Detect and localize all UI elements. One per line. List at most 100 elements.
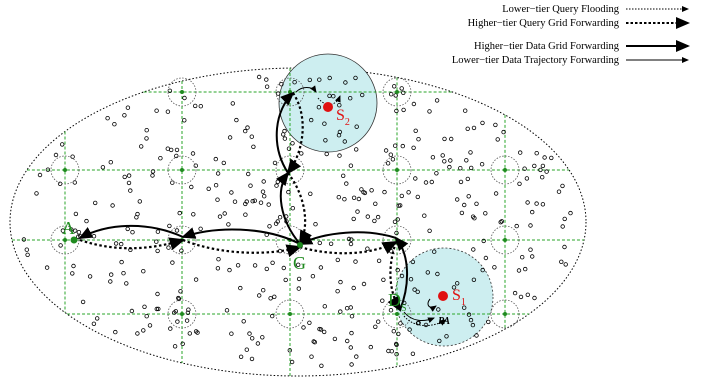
- data-path-g-to-a-2: [181, 227, 301, 245]
- sensor-node: [141, 269, 146, 274]
- grid-crossing-region: [275, 77, 305, 107]
- sensor-node: [193, 329, 199, 334]
- sensor-node: [324, 151, 329, 157]
- sensor-node: [563, 262, 568, 267]
- sensor-node: [427, 109, 432, 114]
- sensor-node: [518, 150, 523, 155]
- sensor-node: [449, 136, 454, 142]
- sensor-node: [299, 151, 304, 156]
- sensor-node: [479, 161, 485, 167]
- sensor-node: [349, 362, 354, 367]
- sensor-node: [474, 333, 479, 338]
- sensor-node: [538, 167, 543, 173]
- sensor-node: [58, 243, 63, 248]
- sensor-node: [523, 266, 528, 272]
- sensor-node: [348, 241, 354, 247]
- query-path-a-to-g-2: [182, 238, 303, 258]
- sensor-node: [165, 146, 170, 151]
- sensor-node: [71, 263, 76, 269]
- sensor-node: [134, 215, 139, 220]
- sensor-node: [91, 321, 97, 326]
- sensor-node: [442, 136, 447, 142]
- dissemination-node: [503, 168, 507, 172]
- grid-crossing-region: [167, 225, 197, 255]
- sensor-node: [437, 338, 442, 344]
- sensor-node: [542, 155, 547, 160]
- sensor-node: [544, 169, 549, 174]
- sensor-node: [351, 195, 357, 200]
- sensor-node: [493, 191, 499, 196]
- sensor-node: [498, 219, 503, 225]
- sensor-node: [356, 196, 362, 202]
- trajectory-path-s1-a: [427, 298, 437, 312]
- sensor-node: [493, 122, 498, 128]
- sensor-node: [349, 330, 354, 336]
- sensor-node: [257, 293, 262, 298]
- sensor-node: [396, 203, 401, 208]
- sensor-node: [125, 105, 131, 110]
- sensor-node: [530, 254, 535, 259]
- sensor-node: [341, 173, 346, 178]
- sensor-node: [317, 240, 322, 246]
- sensor-node: [434, 171, 439, 176]
- sensor-node: [560, 183, 565, 189]
- dissemination-node: [180, 168, 184, 172]
- sensor-node: [354, 124, 359, 129]
- sensor-node: [108, 159, 113, 165]
- sensor-node: [310, 274, 316, 279]
- sensor-node: [549, 155, 554, 161]
- legend-label-data-trajectory: Lower−tier Data Trajectory Forwarding: [452, 55, 620, 66]
- grid-crossing-region: [167, 155, 197, 185]
- sensor-node: [24, 247, 29, 252]
- sensor-node: [142, 304, 147, 309]
- sensor-node: [368, 344, 373, 350]
- sensor-node: [118, 241, 124, 247]
- sensor-node: [189, 184, 194, 190]
- sensor-node: [192, 103, 198, 109]
- sensor-node: [301, 325, 306, 330]
- sensor-node: [174, 228, 180, 233]
- sensor-node: [381, 277, 386, 282]
- sensor-node: [425, 270, 430, 275]
- sensor-node: [568, 210, 573, 216]
- sensor-node: [213, 156, 218, 162]
- sensor-node: [394, 352, 399, 357]
- sensor-node: [80, 299, 86, 305]
- sensor-node: [327, 93, 332, 98]
- node-g-label: G: [293, 253, 306, 273]
- sensor-node: [221, 160, 226, 166]
- sensor-node: [365, 246, 370, 251]
- sensor-node: [327, 75, 332, 81]
- sensor-node: [399, 193, 404, 199]
- sensor-node: [416, 320, 421, 325]
- sensor-node: [385, 161, 391, 166]
- sensor-node: [394, 230, 399, 236]
- sensor-node: [415, 194, 420, 200]
- sensor-node: [336, 194, 341, 200]
- sensor-node: [147, 323, 153, 328]
- sensor-node: [562, 244, 567, 250]
- sensor-node: [144, 136, 149, 141]
- sensor-node: [520, 255, 525, 260]
- sensor-node: [261, 288, 266, 293]
- sensor-node: [125, 226, 130, 232]
- sensor-node: [522, 166, 527, 171]
- data-path-g-to-s2-2: [275, 91, 295, 174]
- sensor-node: [465, 176, 470, 182]
- sensor-node: [198, 226, 203, 231]
- sensor-node: [296, 286, 301, 291]
- sensor-node: [222, 211, 227, 216]
- sensor-node: [309, 354, 314, 359]
- sensor-node: [335, 289, 340, 294]
- sensor-node: [348, 95, 353, 101]
- sensor-node: [462, 202, 467, 208]
- sensor-node: [215, 171, 221, 176]
- sensor-node: [556, 189, 562, 194]
- sensor-node: [277, 214, 283, 220]
- lower-tier-flows: [295, 85, 447, 326]
- sensor-node: [274, 183, 279, 188]
- sensor-node: [562, 216, 567, 222]
- grid-crossing-region: [167, 299, 197, 329]
- sensor-node: [412, 287, 417, 292]
- sensor-node: [279, 81, 284, 87]
